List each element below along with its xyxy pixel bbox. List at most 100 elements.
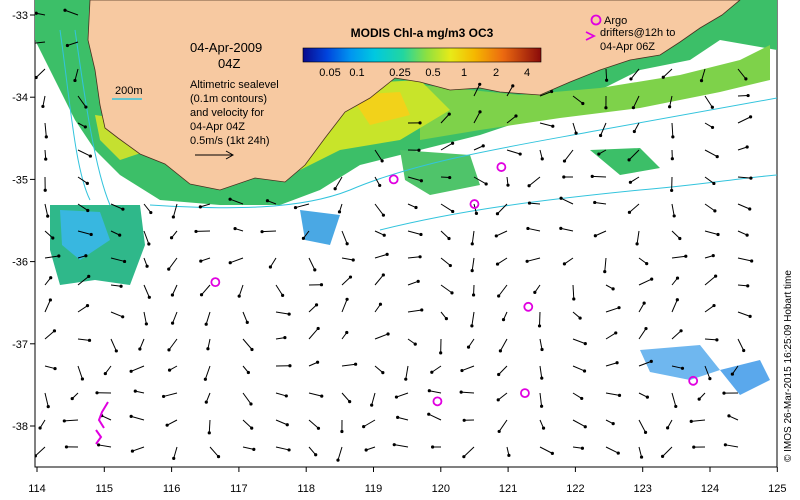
velocity-arrow: [407, 230, 422, 235]
velocity-arrow: [35, 41, 46, 44]
velocity-arrow-head: [559, 226, 563, 230]
velocity-arrow-head: [572, 297, 576, 301]
velocity-arrow: [431, 365, 442, 373]
y-tick-label: -35: [12, 174, 28, 186]
velocity-arrow: [275, 284, 284, 296]
velocity-arrow-head: [748, 314, 752, 318]
velocity-arrow-head: [715, 154, 719, 159]
x-tick-label: 123: [634, 483, 652, 495]
velocity-arrow-head: [582, 369, 587, 373]
velocity-arrow: [172, 311, 178, 324]
velocity-arrow-head: [414, 205, 418, 210]
velocity-arrow: [44, 365, 56, 370]
velocity-arrow: [737, 257, 752, 262]
velocity-arrow: [506, 85, 514, 97]
colorbar-tick: 4: [524, 67, 530, 79]
velocity-arrow: [496, 230, 508, 237]
velocity-arrow: [429, 390, 442, 394]
y-tick-label: -34: [12, 92, 28, 104]
y-tick-label: -38: [12, 421, 28, 433]
velocity-arrow: [737, 338, 745, 351]
velocity-arrow: [200, 257, 211, 262]
velocity-arrow: [630, 68, 640, 80]
velocity-arrow: [374, 365, 384, 374]
velocity-arrow: [595, 230, 607, 237]
velocity-arrow: [44, 230, 54, 239]
velocity-arrow-head: [710, 125, 715, 130]
velocity-arrow-head: [121, 207, 125, 211]
velocity-arrow: [394, 444, 409, 448]
velocity-arrow-head: [169, 236, 174, 240]
velocity-arrow: [407, 280, 419, 286]
velocity-arrow-head: [207, 431, 211, 435]
x-tick-label: 124: [701, 483, 719, 495]
velocity-arrow-head: [122, 259, 127, 264]
velocity-arrow-head: [167, 368, 172, 372]
velocity-arrow-head: [730, 372, 734, 376]
velocity-arrow: [671, 365, 683, 369]
velocity-arrow-head: [540, 157, 544, 161]
velocity-arrow-head: [643, 430, 648, 434]
velocity-arrow-head: [288, 364, 292, 368]
velocity-arrow-head: [466, 345, 471, 349]
velocity-arrow: [77, 365, 83, 380]
velocity-arrow: [110, 338, 117, 352]
velocity-arrow: [110, 311, 123, 318]
velocity-arrow-head: [448, 263, 452, 268]
legend-line: (0.1m contours): [190, 93, 267, 105]
velocity-arrow: [77, 230, 92, 235]
velocity-arrow-head: [645, 395, 649, 399]
velocity-arrow: [440, 230, 450, 239]
velocity-arrow-head: [245, 320, 249, 324]
velocity-arrow-head: [614, 331, 618, 335]
velocity-arrow-head: [348, 275, 353, 279]
velocity-arrow: [704, 230, 719, 235]
velocity-arrow-head: [370, 403, 374, 407]
velocity-arrow-head: [746, 284, 750, 288]
velocity-arrow: [341, 276, 351, 286]
velocity-arrow-head: [161, 394, 166, 399]
velocity-arrow-head: [666, 426, 670, 430]
velocity-arrow: [461, 365, 475, 372]
velocity-arrow-head: [216, 455, 221, 459]
velocity-arrows: [35, 8, 754, 462]
drifter-track: [95, 401, 109, 445]
argo-float-marker: [210, 277, 221, 288]
velocity-arrow-head: [748, 207, 752, 211]
velocity-arrow-head: [133, 389, 137, 393]
velocity-arrow-head: [198, 205, 202, 209]
velocity-arrow-head: [462, 455, 466, 459]
velocity-arrow: [539, 338, 543, 350]
velocity-arrow-head: [149, 210, 153, 215]
velocity-arrow-head: [593, 234, 597, 238]
velocity-arrow: [143, 203, 152, 213]
velocity-arrow: [671, 255, 686, 259]
velocity-arrow: [731, 365, 739, 375]
velocity-arrow: [44, 299, 51, 313]
velocity-arrow-head: [745, 233, 749, 237]
velocity-arrow-head: [147, 242, 151, 246]
velocity-arrow-head: [562, 262, 567, 266]
velocity-arrow-head: [97, 443, 101, 447]
velocity-arrow-head: [333, 187, 337, 191]
argo-legend: Argo drifters@12h to 04-Apr 06Z: [585, 14, 675, 53]
velocity-arrow: [64, 419, 79, 422]
velocity-arrow: [564, 149, 574, 162]
colorbar-tick: 0.25: [389, 67, 410, 79]
velocity-arrow-head: [670, 188, 674, 193]
velocity-arrow-head: [495, 262, 500, 266]
velocity-arrow: [497, 392, 508, 401]
velocity-arrow: [407, 176, 422, 182]
velocity-arrow-head: [541, 426, 546, 430]
velocity-arrow: [242, 419, 253, 429]
velocity-arrow-head: [680, 366, 685, 370]
velocity-arrow-head: [471, 293, 476, 297]
velocity-arrow: [704, 338, 717, 341]
velocity-arrow-head: [419, 232, 423, 237]
velocity-arrow: [499, 338, 508, 352]
velocity-arrow: [528, 176, 541, 187]
velocity-arrow: [662, 68, 673, 78]
y-tick-label: -33: [12, 10, 28, 22]
velocity-arrow-head: [689, 419, 693, 423]
velocity-arrow: [143, 230, 150, 245]
